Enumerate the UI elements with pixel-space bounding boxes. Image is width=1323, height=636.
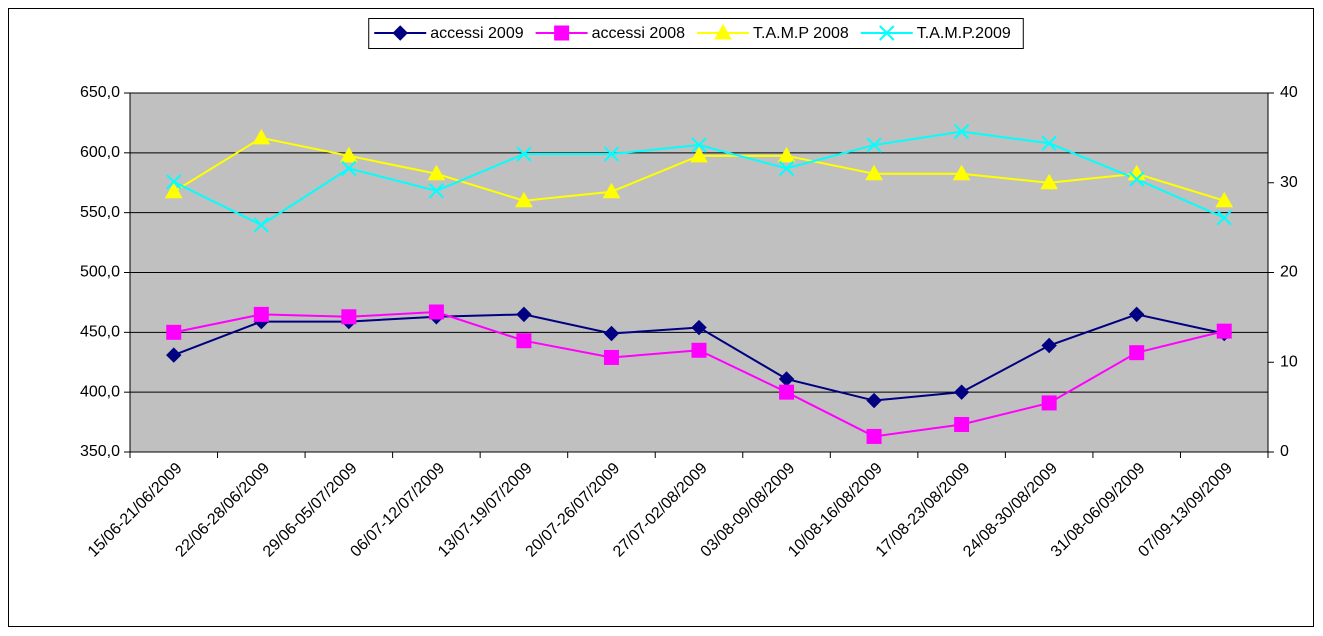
marker	[428, 304, 444, 320]
marker	[1041, 337, 1057, 354]
marker	[779, 384, 795, 400]
marker	[952, 164, 971, 181]
y-tick-label: 400,0	[80, 383, 120, 400]
y-tick-label: 550,0	[80, 204, 120, 221]
marker	[714, 23, 732, 40]
y2-tick-label: 40	[1280, 84, 1298, 101]
marker	[392, 25, 408, 41]
marker	[164, 182, 183, 199]
marker	[691, 342, 707, 358]
y2-tick-label: 10	[1280, 353, 1298, 370]
legend-label: accessi 2009	[430, 25, 523, 42]
marker	[515, 191, 533, 208]
legend-box	[368, 18, 1024, 49]
y2-tick-label: 30	[1280, 174, 1298, 191]
marker	[691, 319, 707, 336]
y-tick-label: 650,0	[80, 84, 120, 101]
marker	[953, 123, 970, 140]
marker	[516, 333, 532, 349]
y-tick-label: 600,0	[80, 144, 120, 161]
marker	[166, 174, 182, 190]
marker	[603, 146, 620, 162]
marker	[954, 416, 970, 432]
marker	[777, 146, 796, 163]
marker	[778, 160, 795, 177]
marker	[554, 25, 570, 41]
marker	[1041, 395, 1057, 411]
legend: accessi 2009 accessi 2008 T.A.M.P 2008 T.A.…	[368, 18, 1024, 49]
marker	[603, 325, 620, 342]
legend-label: accessi 2008	[592, 25, 685, 42]
marker	[879, 25, 895, 41]
marker	[1128, 306, 1145, 323]
y-tick-label: 500,0	[80, 264, 120, 281]
y-tick-label: 350,0	[80, 443, 120, 460]
marker	[1040, 173, 1059, 190]
marker	[427, 164, 446, 181]
marker	[1216, 210, 1232, 226]
marker	[865, 164, 883, 181]
legend-label: T.A.M.P.2009	[917, 25, 1011, 42]
legend-label: T.A.M.P 2008	[753, 25, 849, 42]
marker	[252, 128, 271, 145]
marker	[166, 324, 182, 340]
marker	[866, 428, 882, 444]
marker	[866, 137, 882, 153]
y-tick-label: 450,0	[80, 324, 120, 341]
marker	[1041, 135, 1057, 151]
marker	[428, 183, 445, 199]
marker	[1215, 191, 1234, 208]
marker	[602, 182, 621, 199]
marker	[1216, 323, 1232, 339]
marker	[691, 137, 707, 153]
y2-tick-label: 20	[1280, 264, 1298, 281]
marker	[166, 347, 182, 363]
marker	[953, 384, 970, 400]
marker	[1129, 345, 1145, 361]
marker	[339, 146, 358, 163]
y2-tick-label: 0	[1280, 443, 1289, 460]
marker	[253, 217, 270, 233]
marker	[603, 349, 619, 365]
marker	[341, 309, 357, 325]
marker	[516, 146, 532, 162]
marker	[341, 160, 357, 177]
marker	[516, 306, 532, 323]
marker	[253, 306, 269, 322]
marker	[1128, 171, 1145, 187]
marker	[866, 392, 882, 409]
marker	[690, 146, 708, 163]
